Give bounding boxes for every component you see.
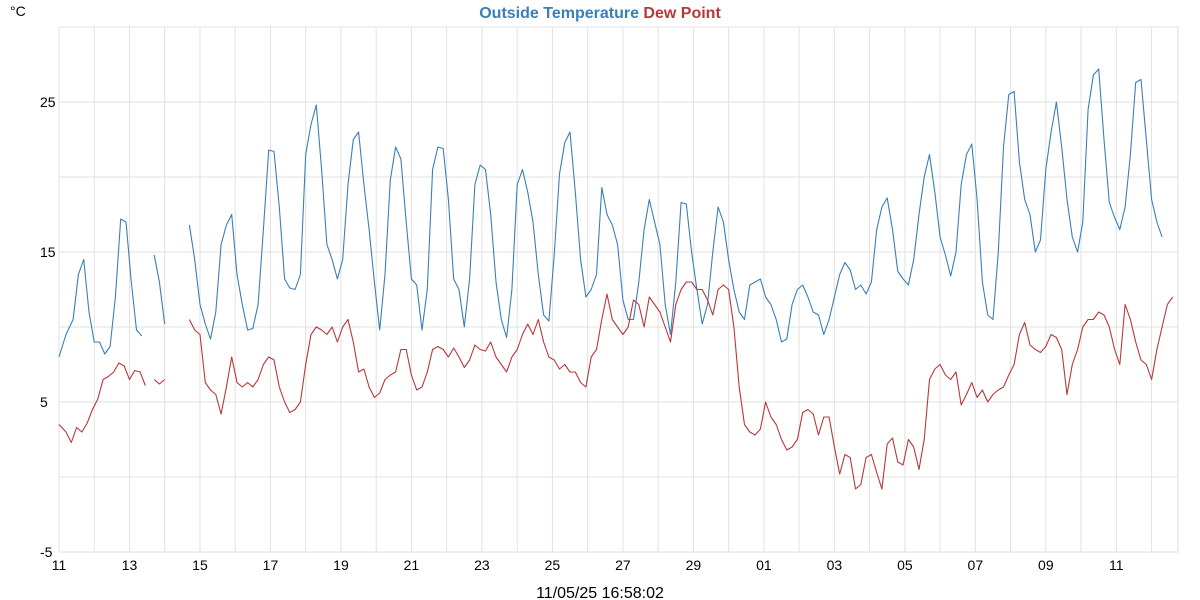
x-tick-label: 17 (263, 557, 279, 573)
x-tick-label: 27 (615, 557, 631, 573)
dew-point-line-segment-0 (58, 362, 146, 444)
y-axis-unit-label: °C (10, 3, 26, 19)
y-tick-label: -5 (40, 544, 53, 560)
dew-point-line-segment-2 (188, 281, 1174, 490)
x-tick-label: 15 (192, 557, 208, 573)
x-tick-label: 11 (52, 557, 67, 573)
title-part-0: Outside Temperature (479, 5, 639, 22)
dew-point-line-segment-1 (153, 379, 166, 385)
chart-title: Outside Temperature Dew Point (479, 5, 721, 22)
x-tick-label: 19 (333, 557, 349, 573)
x-tick-label: 07 (968, 557, 984, 573)
x-tick-label: 13 (122, 557, 138, 573)
x-tick-label: 11 (1109, 557, 1124, 573)
title-part-1: Dew Point (639, 5, 721, 22)
x-tick-label: 05 (897, 557, 913, 573)
x-tick-label: 21 (404, 557, 420, 573)
y-tick-label: 15 (40, 244, 56, 260)
temperature-line-segment-1 (153, 254, 166, 325)
x-tick-label: 23 (474, 557, 490, 573)
y-tick-label: 5 (40, 394, 48, 410)
y-tick-labels: -5 5 15 25 (40, 94, 56, 560)
y-tick-label: 25 (40, 94, 56, 110)
x-tick-label: 03 (827, 557, 843, 573)
x-tick-labels: 11 13 15 17 19 21 23 25 27 29 01 03 05 07 09 11 (52, 557, 1124, 573)
temperature-line-segment-0 (58, 218, 143, 358)
footer-timestamp: 11/05/25 16:58:02 (536, 585, 664, 600)
x-tick-label: 09 (1038, 557, 1054, 573)
series-lines (58, 68, 1174, 490)
grid (58, 26, 1179, 553)
x-tick-label: 29 (686, 557, 702, 573)
temperature-line-segment-2 (188, 68, 1163, 343)
x-tick-label: 01 (756, 557, 772, 573)
x-tick-label: 25 (545, 557, 561, 573)
